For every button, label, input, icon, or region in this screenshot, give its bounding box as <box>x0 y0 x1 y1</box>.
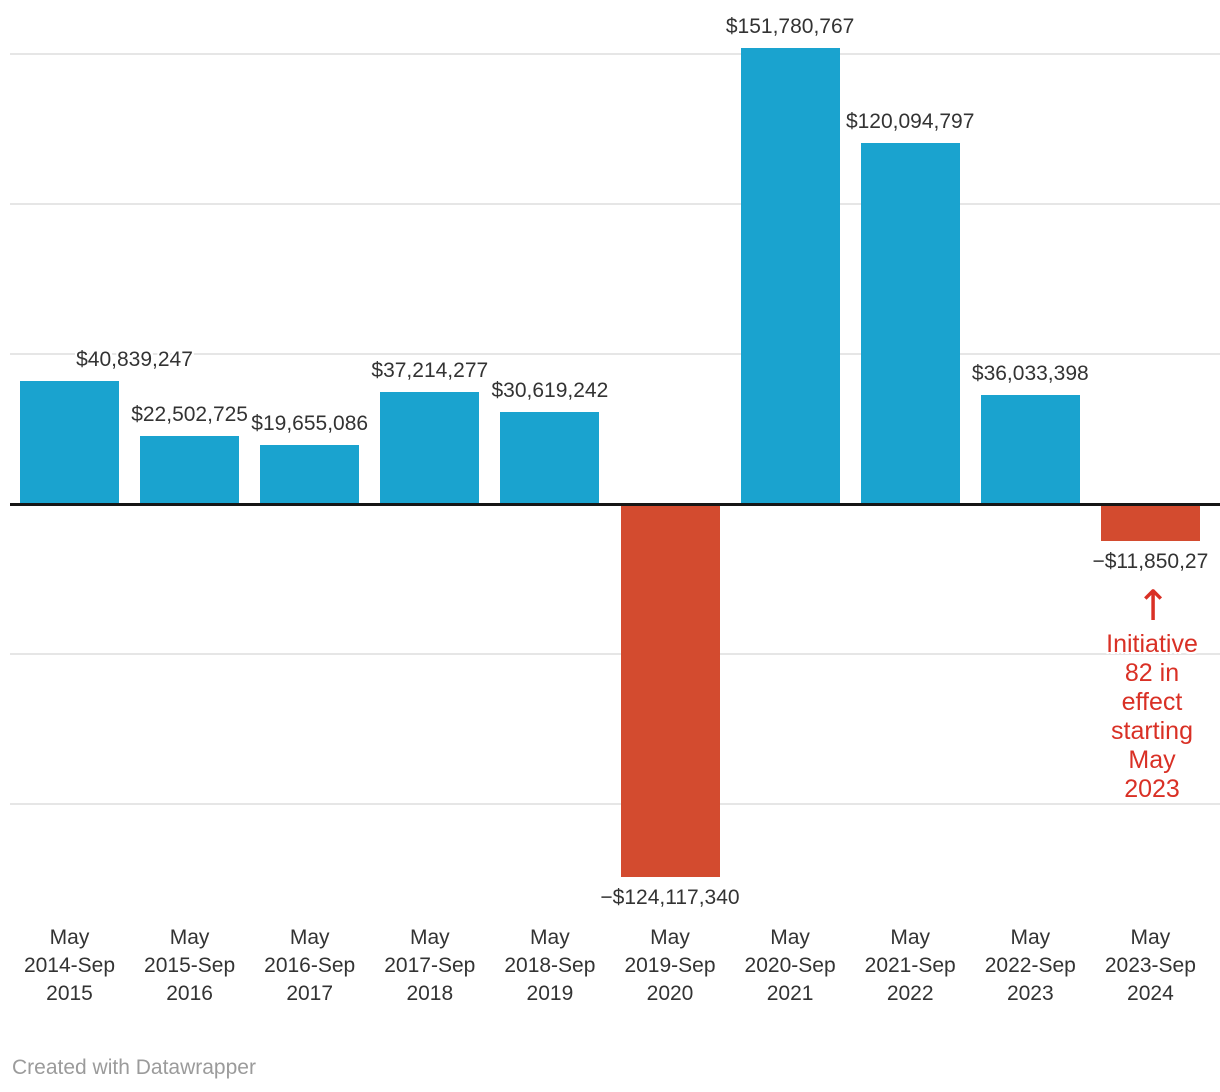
value-label: $151,780,767 <box>725 15 855 39</box>
up-arrow-icon: ↑ <box>1135 581 1171 630</box>
x-axis-label: May 2015-Sep 2016 <box>144 926 236 1005</box>
value-label: $120,094,797 <box>845 110 975 134</box>
value-label: $30,619,242 <box>491 378 609 402</box>
gridline <box>10 202 1220 205</box>
value-label: $19,655,086 <box>251 411 369 435</box>
gridline <box>10 802 1220 805</box>
bar <box>860 143 960 506</box>
value-label: −$124,117,340 <box>600 886 740 910</box>
value-label: $37,214,277 <box>371 358 489 382</box>
annotation-initiative-82: Initiative 82 in effect starting May 202… <box>1106 630 1198 803</box>
bar <box>1100 505 1200 541</box>
gridline <box>10 52 1220 55</box>
gridline <box>10 652 1220 655</box>
value-label: −$11,850,27 <box>1092 549 1209 573</box>
value-label: $36,033,398 <box>971 362 1089 386</box>
bar <box>380 391 480 506</box>
x-axis-label: May 2019-Sep 2020 <box>624 926 716 1005</box>
bar <box>140 435 240 506</box>
x-axis-label: May 2023-Sep 2024 <box>1104 926 1196 1005</box>
bar <box>500 411 600 506</box>
x-axis-label: May 2022-Sep 2023 <box>984 926 1076 1005</box>
bar <box>260 444 360 506</box>
x-axis-label: May 2018-Sep 2019 <box>504 926 596 1005</box>
x-axis-label: May 2017-Sep 2018 <box>384 926 476 1005</box>
value-label: $22,502,725 <box>131 402 248 426</box>
x-axis-label: May 2021-Sep 2022 <box>864 926 956 1005</box>
bar <box>620 505 720 878</box>
x-axis-zero-line <box>10 503 1220 506</box>
gridline <box>10 352 1220 355</box>
bar <box>980 395 1080 506</box>
value-label: $40,839,247 <box>76 347 193 371</box>
bar <box>740 48 840 506</box>
datawrapper-credit[interactable]: Created with Datawrapper <box>12 1056 256 1079</box>
x-axis-label: May 2020-Sep 2021 <box>744 926 836 1005</box>
x-axis-label: May 2016-Sep 2017 <box>264 926 356 1005</box>
x-axis-label: May 2014-Sep 2015 <box>23 926 116 1005</box>
bar <box>20 380 119 506</box>
